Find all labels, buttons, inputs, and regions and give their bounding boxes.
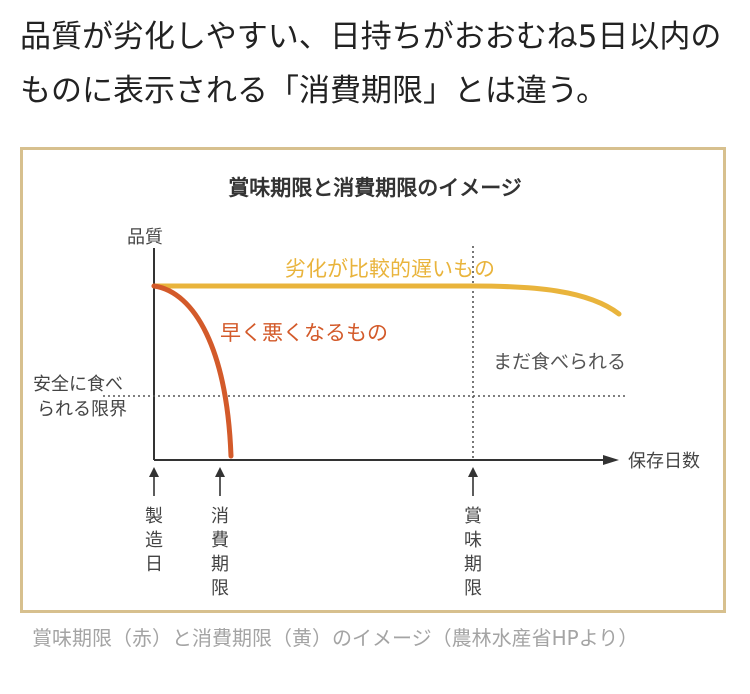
fast-series-label: 早く悪くなるもの: [220, 321, 388, 345]
tick-label-use-by-date: 消費期限: [211, 506, 229, 599]
y-axis-label: 品質: [127, 227, 163, 248]
region-label: まだ食べられる: [493, 351, 626, 373]
chart-title: 賞味期限と消費期限のイメージ: [228, 176, 522, 200]
figure-caption: 賞味期限（赤）と消費期限（黄）のイメージ（農林水産省HPより）: [32, 626, 639, 650]
x-axis-arrow-icon: [603, 455, 619, 465]
x-axis-label: 保存日数: [628, 451, 700, 472]
tick-arrow-use-by: [215, 467, 225, 496]
quality-chart: 賞味期限と消費期限のイメージ 品質 保存日数 安全に食べ られる限界 劣化が比較…: [33, 176, 700, 599]
chart-frame: 賞味期限と消費期限のイメージ 品質 保存日数 安全に食べ られる限界 劣化が比較…: [20, 147, 726, 613]
tick-arrow-manufacture: [149, 467, 159, 496]
tick-label-best-before-date: 賞味期限: [464, 506, 482, 599]
fast-decay-curve: [151, 283, 234, 459]
slow-series-label: 劣化が比較的遅いもの: [285, 257, 495, 281]
intro-text: 品質が劣化しやすい、日持ちがおおむね5日以内のものに表示される「消費期限」とは違…: [20, 19, 722, 109]
tick-arrow-best-before: [468, 467, 478, 496]
threshold-label: 安全に食べ られる限界: [33, 374, 129, 420]
tick-label-manufacture-date: 製造日: [145, 506, 163, 575]
slow-decay-curve: [151, 283, 622, 317]
